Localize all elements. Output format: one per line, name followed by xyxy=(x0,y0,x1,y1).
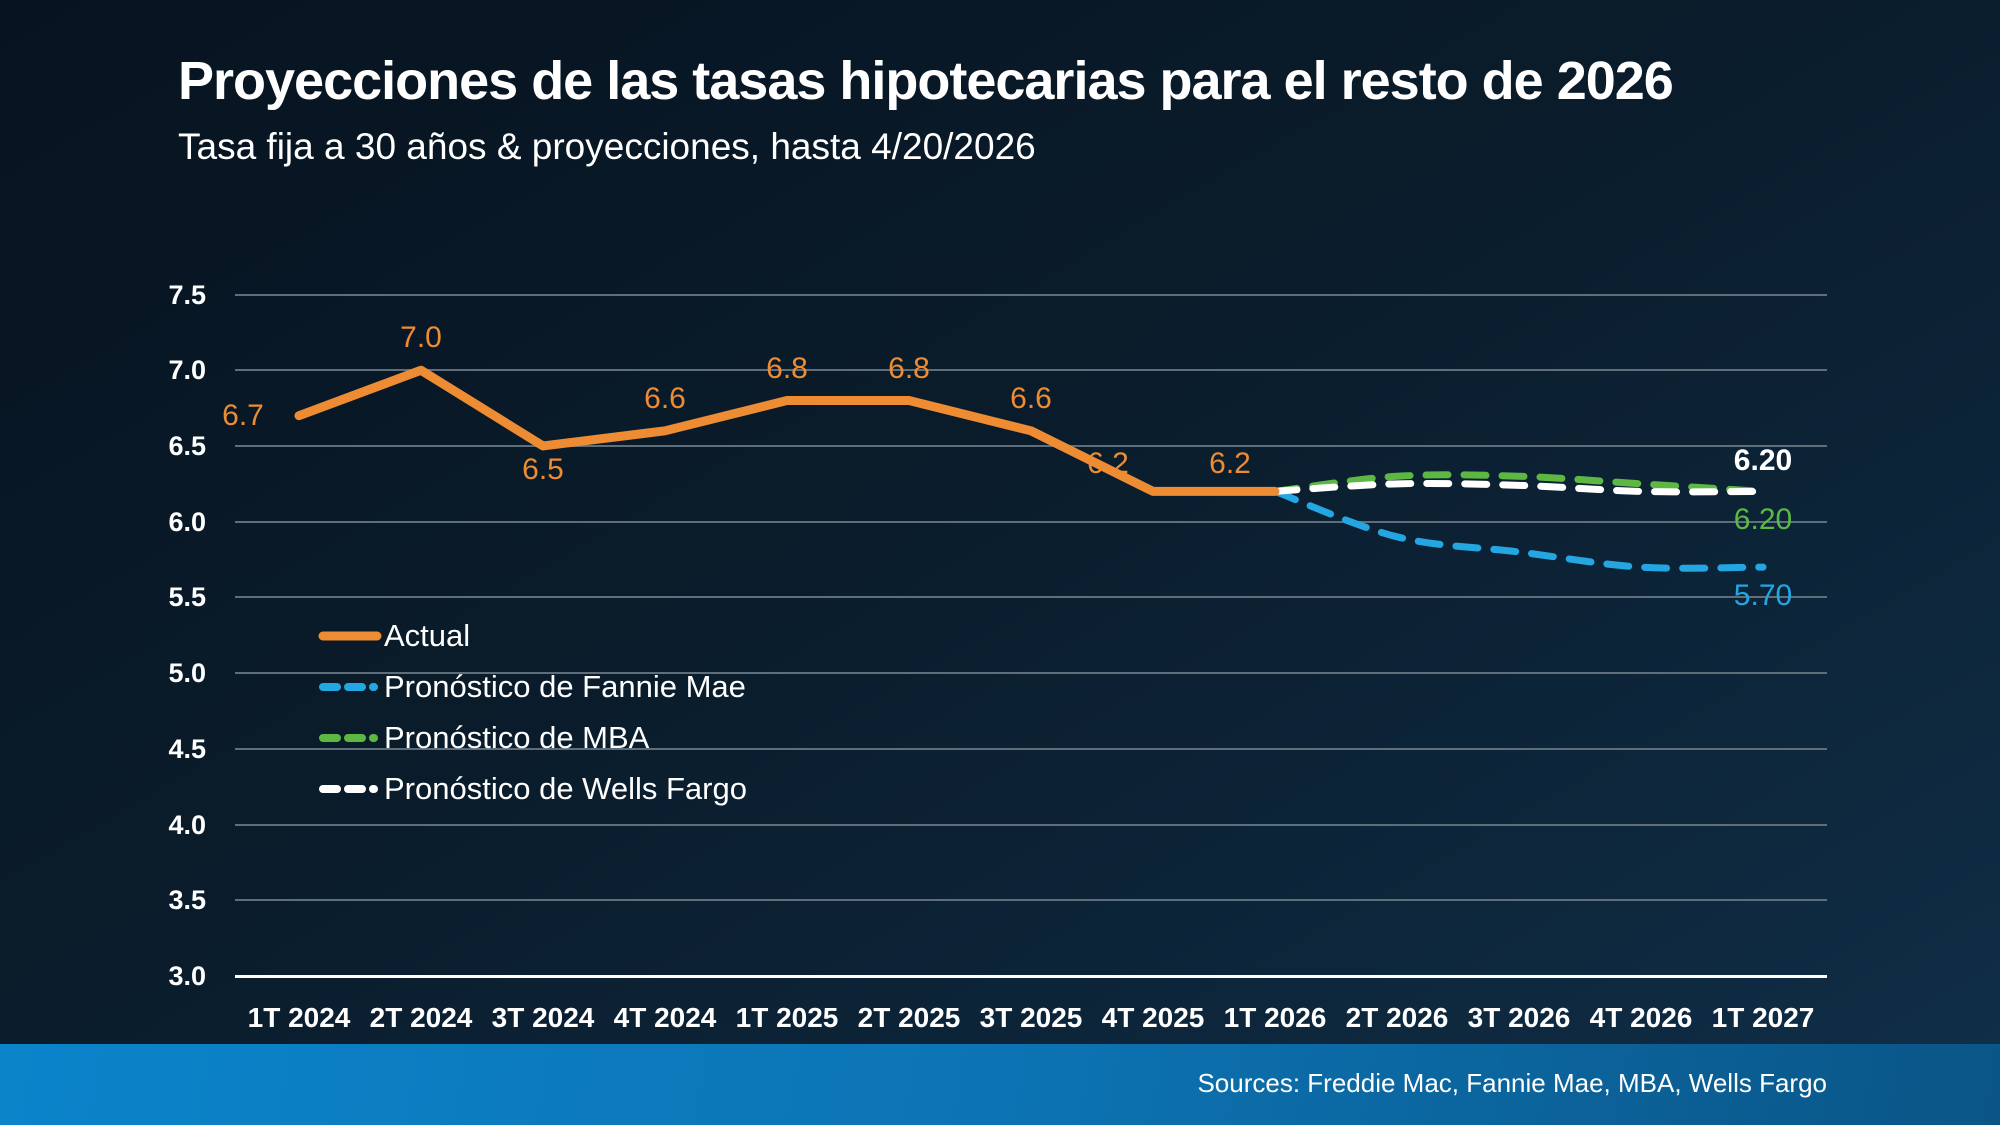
data-label: 6.7 xyxy=(222,398,264,432)
gridline xyxy=(235,293,1827,296)
x-tick-label: 1T 2025 xyxy=(735,1002,839,1033)
x-tick-label: 2T 2026 xyxy=(1345,1002,1449,1033)
y-tick-label: 3.0 xyxy=(168,961,206,991)
solid-line-swatch-icon xyxy=(318,631,382,640)
dashed-line-swatch-icon xyxy=(319,733,381,742)
y-tick-label: 7.0 xyxy=(168,355,206,386)
sources-text: Sources: Freddie Mac, Fannie Mae, MBA, W… xyxy=(1197,1068,1827,1098)
series-line-pron-stico-de-wells-fargo xyxy=(1271,479,1767,496)
gridline xyxy=(235,823,1827,826)
y-tick-label: 5.0 xyxy=(168,658,206,689)
x-tick-label: 3T 2025 xyxy=(979,1002,1083,1033)
legend-label: Pronóstico de MBA xyxy=(384,719,650,755)
data-label: 7.0 xyxy=(400,321,442,355)
data-label: 6.2 xyxy=(1087,447,1129,481)
y-tick-label: 4.0 xyxy=(168,809,206,840)
x-tick-label: 1T 2024 xyxy=(247,1002,351,1033)
data-label: 6.2 xyxy=(1209,447,1251,481)
legend-label: Actual xyxy=(384,617,471,653)
gridline xyxy=(235,899,1827,902)
end-value-label: 6.20 xyxy=(1733,444,1793,478)
gridline xyxy=(235,444,1827,447)
x-tick-label: 4T 2024 xyxy=(613,1002,717,1033)
y-tick-label: 3.5 xyxy=(168,885,206,916)
legend-label: Pronóstico de Fannie Mae xyxy=(384,668,746,704)
x-tick-label: 3T 2026 xyxy=(1467,1002,1571,1033)
data-label: 6.8 xyxy=(888,351,930,385)
legend-item: Pronóstico de Fannie Mae xyxy=(318,661,747,712)
legend-item: Pronóstico de Wells Fargo xyxy=(318,763,747,814)
sources-bar: Sources: Freddie Mac, Fannie Mae, MBA, W… xyxy=(0,1044,2000,1125)
y-tick-label: 5.5 xyxy=(168,582,206,613)
end-value-label: 5.70 xyxy=(1733,579,1793,613)
x-tick-label: 3T 2024 xyxy=(491,1002,595,1033)
dashed-line-swatch-icon xyxy=(319,784,381,793)
x-tick-label: 1T 2026 xyxy=(1223,1002,1327,1033)
page-title: Proyecciones de las tasas hipotecarias p… xyxy=(178,51,1674,111)
legend-item: Actual xyxy=(318,610,747,661)
chart-legend: Actual Pronóstico de Fannie Mae Pronóstico… xyxy=(318,610,747,814)
x-tick-label: 4T 2025 xyxy=(1101,1002,1205,1033)
page-subtitle: Tasa fija a 30 años & proyecciones, hast… xyxy=(178,126,1036,167)
gridline xyxy=(235,596,1827,599)
legend-label: Pronóstico de Wells Fargo xyxy=(384,770,747,806)
y-tick-label: 6.5 xyxy=(168,430,206,461)
y-tick-label: 7.5 xyxy=(168,279,206,310)
data-label: 6.8 xyxy=(766,351,808,385)
dashed-line-swatch-icon xyxy=(319,682,381,691)
y-tick-label: 6.0 xyxy=(168,506,206,537)
x-tick-label: 2T 2024 xyxy=(369,1002,473,1033)
data-label: 6.6 xyxy=(644,381,686,415)
x-tick-label: 1T 2027 xyxy=(1711,1002,1815,1033)
gridline xyxy=(235,672,1827,675)
x-tick-label: 2T 2025 xyxy=(857,1002,961,1033)
gridline xyxy=(235,747,1827,750)
data-label: 6.6 xyxy=(1010,381,1052,415)
gridline xyxy=(235,369,1827,372)
series-line-pron-stico-de-fannie-mae xyxy=(1271,487,1767,572)
x-tick-label: 4T 2026 xyxy=(1589,1002,1693,1033)
gridline xyxy=(235,520,1827,523)
x-axis-line xyxy=(235,974,1827,978)
data-label: 6.5 xyxy=(522,452,564,486)
series-line-actual xyxy=(294,365,1280,496)
legend-item: Pronóstico de MBA xyxy=(318,712,747,763)
y-tick-label: 4.5 xyxy=(168,733,206,764)
series-line-pron-stico-de-mba xyxy=(1271,471,1767,495)
end-value-label: 6.20 xyxy=(1733,503,1793,537)
